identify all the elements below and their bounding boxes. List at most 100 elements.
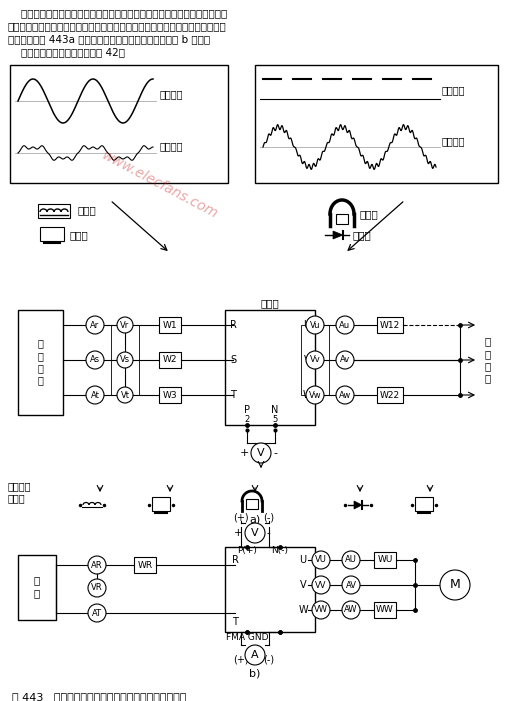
Circle shape xyxy=(244,645,265,665)
Bar xyxy=(335,214,347,224)
Text: 测量仪表
的形式: 测量仪表 的形式 xyxy=(8,481,31,503)
Text: +: + xyxy=(239,448,248,458)
Text: V: V xyxy=(250,528,258,538)
Circle shape xyxy=(306,316,323,334)
Text: U: U xyxy=(299,555,306,565)
Text: (+): (+) xyxy=(233,512,248,522)
Circle shape xyxy=(86,351,104,369)
Bar xyxy=(38,204,70,218)
Text: 电动式: 电动式 xyxy=(70,230,88,240)
Bar xyxy=(40,227,64,241)
Text: U: U xyxy=(303,320,310,330)
Circle shape xyxy=(117,387,133,403)
Text: M: M xyxy=(449,578,460,592)
Text: Vw: Vw xyxy=(308,390,321,400)
Text: N(-): N(-) xyxy=(271,547,288,555)
Polygon shape xyxy=(354,501,361,509)
Text: 电
源: 电 源 xyxy=(34,576,40,599)
Circle shape xyxy=(335,386,353,404)
Text: T: T xyxy=(232,617,237,627)
Text: W: W xyxy=(297,605,307,615)
Text: V: V xyxy=(257,448,264,458)
Text: 动圈式: 动圈式 xyxy=(359,209,378,219)
Circle shape xyxy=(312,601,329,619)
Text: W1: W1 xyxy=(163,320,177,329)
Circle shape xyxy=(306,351,323,369)
Text: AT: AT xyxy=(92,608,102,618)
Text: VV: VV xyxy=(315,580,326,590)
Bar xyxy=(255,65,497,183)
Polygon shape xyxy=(332,231,342,239)
Text: WU: WU xyxy=(377,555,392,564)
Text: b): b) xyxy=(249,668,260,678)
Bar xyxy=(159,352,181,368)
Text: Vs: Vs xyxy=(120,355,130,365)
Text: (-): (-) xyxy=(263,512,274,522)
Text: AR: AR xyxy=(91,561,103,569)
Text: At: At xyxy=(90,390,99,400)
Circle shape xyxy=(117,317,133,333)
Text: 三
相
电
源: 三 相 电 源 xyxy=(37,339,43,386)
Text: VU: VU xyxy=(315,555,326,564)
Text: -: - xyxy=(273,448,276,458)
Text: 测量所用仪表和测量基准如表 42。: 测量所用仪表和测量基准如表 42。 xyxy=(8,47,125,57)
Text: Vv: Vv xyxy=(309,355,320,365)
Bar xyxy=(159,317,181,333)
Circle shape xyxy=(117,352,133,368)
Circle shape xyxy=(88,556,106,574)
Text: R: R xyxy=(229,320,236,330)
Bar xyxy=(225,547,315,632)
Bar xyxy=(10,65,228,183)
Circle shape xyxy=(439,570,469,600)
Text: AW: AW xyxy=(343,606,357,615)
Text: +: + xyxy=(234,528,242,538)
Bar xyxy=(225,310,315,425)
Text: 输入电压: 输入电压 xyxy=(160,89,183,99)
Text: A: A xyxy=(250,650,258,660)
Text: 输入电流: 输入电流 xyxy=(160,141,183,151)
Text: W2: W2 xyxy=(163,355,177,365)
Text: WR: WR xyxy=(137,561,153,569)
Circle shape xyxy=(88,604,106,622)
Bar xyxy=(159,387,181,403)
Text: P(+): P(+) xyxy=(237,547,257,555)
Bar xyxy=(134,557,156,573)
Text: S: S xyxy=(229,355,236,365)
Text: VR: VR xyxy=(91,583,103,592)
Circle shape xyxy=(335,316,353,334)
Bar xyxy=(373,602,395,618)
Text: (-): (-) xyxy=(263,654,274,664)
Bar xyxy=(18,310,63,415)
Text: N: N xyxy=(271,405,278,415)
Text: (+): (+) xyxy=(233,654,248,664)
Bar xyxy=(245,499,258,509)
Text: 输出电流: 输出电流 xyxy=(441,136,465,146)
Text: W12: W12 xyxy=(379,320,399,329)
Text: Au: Au xyxy=(339,320,350,329)
Circle shape xyxy=(312,576,329,594)
Text: 图 443   通用变频器主电路的电压、电流和功率的测量: 图 443 通用变频器主电路的电压、电流和功率的测量 xyxy=(12,692,186,701)
Text: Vr: Vr xyxy=(120,320,129,329)
Text: V: V xyxy=(299,580,306,590)
Text: 整流式: 整流式 xyxy=(352,230,371,240)
Circle shape xyxy=(312,551,329,569)
Text: 输出电压: 输出电压 xyxy=(441,85,465,95)
Text: W3: W3 xyxy=(163,390,177,400)
Bar xyxy=(18,555,56,620)
Text: Av: Av xyxy=(339,355,349,365)
Bar xyxy=(376,317,402,333)
Text: www.elecfans.com: www.elecfans.com xyxy=(99,149,220,222)
Text: AV: AV xyxy=(345,580,356,590)
Text: P: P xyxy=(243,405,249,415)
Circle shape xyxy=(244,523,265,543)
Circle shape xyxy=(306,386,323,404)
Text: AU: AU xyxy=(344,555,356,564)
Text: Vt: Vt xyxy=(120,390,129,400)
Circle shape xyxy=(86,386,104,404)
Text: VW: VW xyxy=(314,606,327,615)
Text: R: R xyxy=(231,555,238,565)
Text: T: T xyxy=(230,390,235,400)
Circle shape xyxy=(341,576,359,594)
Text: 动铁式: 动铁式 xyxy=(78,205,96,215)
Text: W: W xyxy=(301,390,311,400)
